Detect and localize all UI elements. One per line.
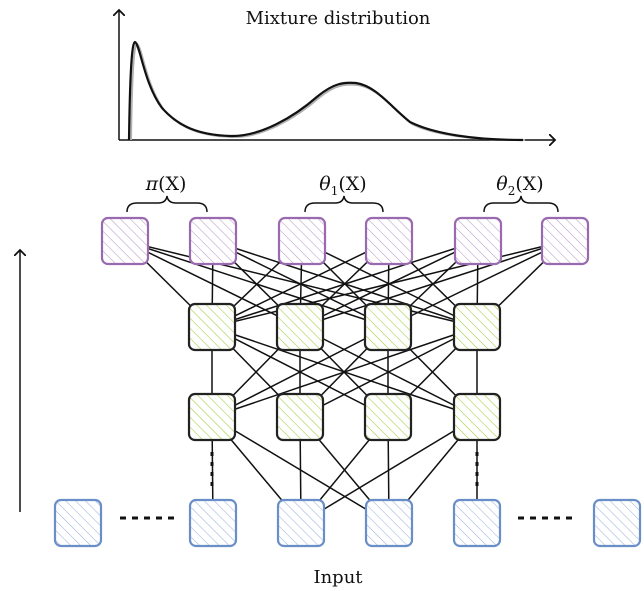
hidden-layer-2-node-1 [275,302,325,352]
output-braces [126,195,559,213]
ellipsis-marks [120,452,578,520]
hidden-layer-2-node-2 [363,302,413,352]
hidden-layer-1-node-3 [452,392,502,442]
output-node-3 [364,216,414,266]
hidden-layer-2-node-3 [452,302,502,352]
output-node-5 [540,216,590,266]
edge-hid1-3-in2 [300,416,478,524]
brace-theta2 [483,195,559,213]
network-edges [124,240,566,524]
edge-out5-hid2-0 [211,240,566,328]
output-node-4 [453,216,503,266]
edge-out5-hid2-1 [299,240,566,328]
hidden-layer-1-node-2 [363,392,413,442]
input-node-4 [452,498,502,548]
network-nodes [53,216,642,548]
output-node-2 [277,216,327,266]
edge-hid2-3-hid1-0 [211,326,478,418]
edge-out4-hid2-0 [211,240,479,328]
hidden-layer-1-node-0 [187,392,237,442]
output-labels: π(X) θ1(X) θ2(X) [145,173,544,198]
edge-out3-hid2-0 [211,240,390,328]
edge-hid2-2-hid1-0 [211,326,389,418]
hidden-layer-1-node-1 [275,392,325,442]
output-node-1 [188,216,238,266]
density-curve [127,40,524,142]
label-pi: π(X) [145,173,187,195]
hidden-layer-2-node-0 [187,302,237,352]
brace-theta1 [304,195,384,213]
input-node-3 [364,498,414,548]
edge-out5-hid2-2 [387,240,566,328]
input-node-5 [592,498,642,548]
density-plot: Mixture distribution [119,8,555,140]
plot-title: Mixture distribution [246,8,431,29]
edge-hid2-3-hid1-1 [299,326,478,418]
input-node-0 [53,498,103,548]
input-label: Input [313,567,363,588]
brace-pi [126,195,208,213]
label-theta1: θ1(X) [319,173,366,198]
output-node-0 [100,216,150,266]
input-node-2 [276,498,326,548]
label-theta2: θ2(X) [496,173,543,198]
density-curve-shadow [130,42,526,141]
input-node-1 [188,498,238,548]
